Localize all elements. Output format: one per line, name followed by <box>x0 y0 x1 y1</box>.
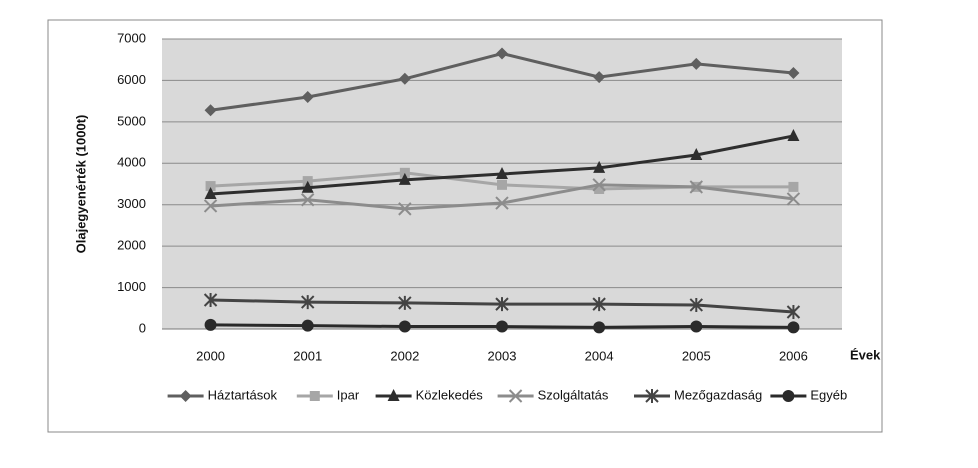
data-point <box>787 66 800 79</box>
data-point <box>690 148 703 160</box>
y-tick-label: 6000 <box>117 72 146 87</box>
data-point <box>592 178 606 192</box>
data-point <box>787 321 800 334</box>
data-point <box>204 104 217 117</box>
y-tick-label: 4000 <box>117 155 146 170</box>
data-point <box>398 320 411 333</box>
data-point <box>495 196 509 210</box>
x-tick-label: 2005 <box>682 348 711 363</box>
data-point <box>398 295 412 310</box>
y-tick-label: 2000 <box>117 238 146 253</box>
legend-label: Ipar <box>337 387 360 402</box>
x-tick-label: 2000 <box>196 348 225 363</box>
y-tick-label: 5000 <box>117 113 146 128</box>
data-point <box>593 71 606 84</box>
legend-marker <box>508 389 523 403</box>
legend-label: Közlekedés <box>416 387 484 402</box>
data-point <box>203 199 218 213</box>
x-tick-label: 2003 <box>488 348 517 363</box>
x-tick-label: 2004 <box>585 348 614 363</box>
data-point <box>398 172 411 185</box>
data-point <box>398 202 412 216</box>
data-point <box>689 180 703 194</box>
data-point <box>689 297 703 312</box>
data-point <box>301 295 315 310</box>
data-point <box>592 297 606 312</box>
x-tick-label: 2002 <box>390 348 419 363</box>
data-point <box>398 72 411 85</box>
data-point <box>496 320 508 333</box>
legend-marker <box>179 390 192 402</box>
x-axis-label: Évek <box>850 347 881 362</box>
data-point <box>301 319 314 332</box>
data-point <box>593 321 606 334</box>
data-point <box>690 320 703 333</box>
data-point <box>301 180 314 193</box>
data-point <box>301 193 315 207</box>
data-point <box>788 181 799 192</box>
data-point <box>203 293 218 307</box>
data-point <box>496 167 508 180</box>
data-point <box>786 305 801 320</box>
data-point <box>205 181 216 192</box>
legend-marker <box>782 390 795 402</box>
data-point <box>301 91 314 103</box>
y-tick-label: 3000 <box>117 196 146 211</box>
legend-label: Szolgáltatás <box>538 387 609 402</box>
data-point <box>497 179 507 190</box>
legend-label: Háztartások <box>208 387 278 402</box>
data-point <box>204 186 217 199</box>
legend-marker <box>387 389 400 401</box>
y-tick-label: 0 <box>139 320 146 335</box>
legend-marker <box>309 391 320 401</box>
y-tick-label: 1000 <box>117 279 146 294</box>
data-point <box>495 297 509 312</box>
data-point <box>786 192 801 206</box>
data-point <box>593 160 606 173</box>
data-point <box>594 183 605 194</box>
legend-label: Mezőgazdaság <box>674 387 762 402</box>
x-tick-label: 2001 <box>293 348 322 363</box>
data-point <box>690 57 703 70</box>
y-tick-label: 7000 <box>117 30 146 45</box>
data-point <box>496 47 508 60</box>
y-axis-label: Olajegyenérték (1000t) <box>73 115 88 254</box>
data-point <box>204 318 217 331</box>
x-tick-label: 2006 <box>779 348 808 363</box>
legend-marker <box>645 389 659 403</box>
data-point <box>787 128 800 141</box>
data-point <box>399 167 410 178</box>
legend-label: Egyéb <box>810 387 847 402</box>
